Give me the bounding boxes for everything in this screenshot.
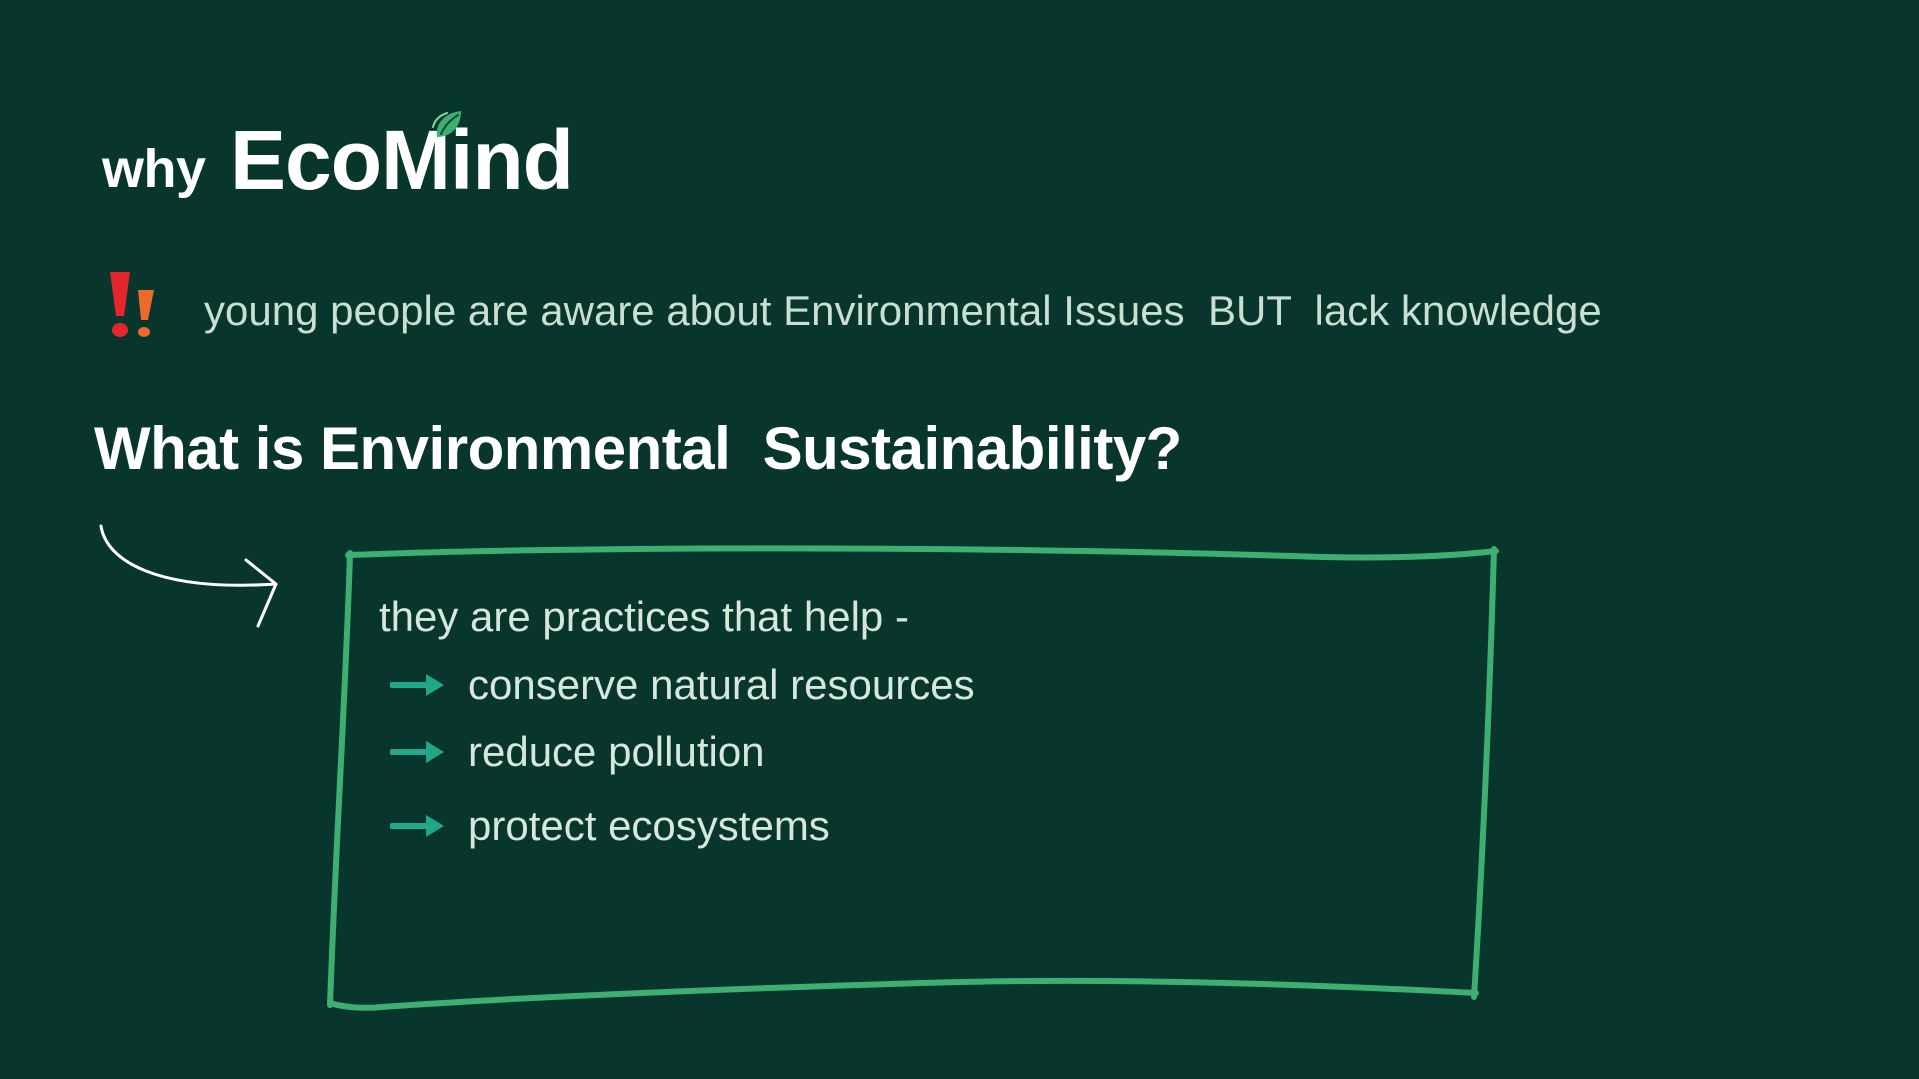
brand-logo-text: EcoMind <box>230 113 574 207</box>
curved-arrow-icon <box>99 524 278 628</box>
list-item: conserve natural resources <box>390 659 975 711</box>
right-arrow-icon <box>390 674 444 696</box>
definition-box <box>327 545 1499 1011</box>
section-heading: What is Environmental Sustainability? <box>94 415 1182 482</box>
double-exclamation-icon <box>110 272 154 337</box>
title-prefix: why <box>102 139 206 199</box>
right-arrow-icon <box>390 741 444 763</box>
list-item-label: protect ecosystems <box>468 802 830 849</box>
leaf-icon <box>432 111 461 137</box>
right-arrow-icon <box>390 815 444 837</box>
list-item-label: reduce pollution <box>468 728 765 775</box>
problem-statement: young people are aware about Environment… <box>204 287 1602 334</box>
box-intro-text: they are practices that help - <box>379 593 909 640</box>
list-item: reduce pollution <box>390 726 765 778</box>
list-item: protect ecosystems <box>390 800 830 852</box>
list-item-label: conserve natural resources <box>468 661 975 708</box>
